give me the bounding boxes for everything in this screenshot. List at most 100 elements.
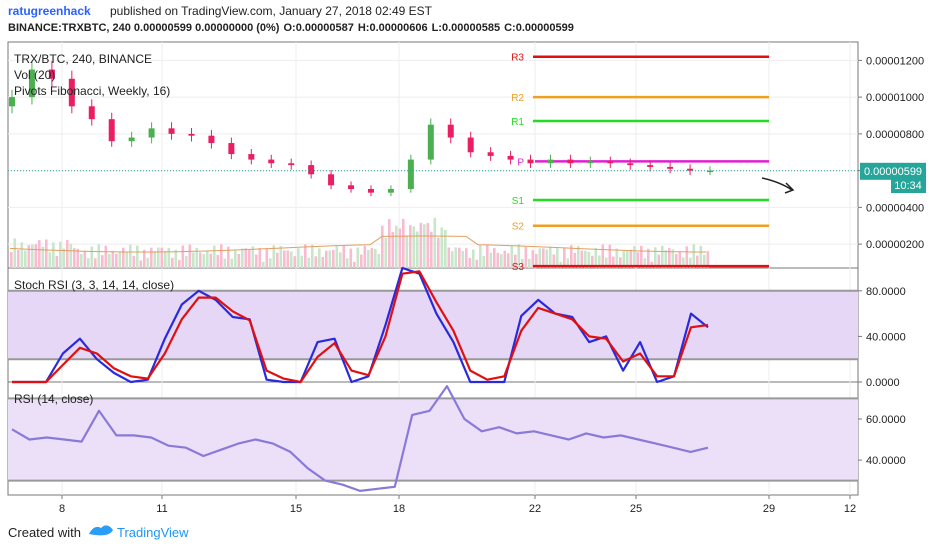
volume-bar: [59, 241, 62, 268]
volume-bar: [83, 250, 87, 268]
volume-bar: [601, 244, 605, 268]
volume-bar: [153, 251, 157, 268]
main-pane-arrow-annotation: [761, 177, 795, 194]
volume-bar: [20, 242, 24, 268]
volume-bar: [545, 249, 549, 268]
candle-body: [447, 124, 454, 138]
candle-body: [527, 159, 534, 164]
volume-bar: [335, 246, 339, 268]
tradingview-logo-icon[interactable]: [89, 525, 113, 536]
y-tick-label: 0.00000800: [866, 129, 924, 141]
volume-bar: [426, 223, 430, 268]
author-name[interactable]: ratugreenhack: [8, 4, 91, 18]
volume-bar: [360, 254, 363, 268]
ohlc-low-key: L:: [432, 22, 442, 34]
volume-bar: [682, 257, 685, 268]
volume-bar: [339, 252, 342, 268]
x-tick-label: 29: [763, 503, 775, 515]
volume-bar: [692, 244, 696, 268]
volume-bar: [440, 227, 444, 268]
volume-bar: [671, 249, 675, 268]
published-text: published on TradingView.com, January 27…: [110, 4, 433, 18]
volume-bar: [563, 247, 566, 268]
volume-bar: [647, 248, 650, 268]
volume-bar: [622, 250, 626, 268]
candle-body: [587, 161, 594, 164]
y-tick-label: 40.0000: [866, 331, 906, 343]
volume-bar: [570, 245, 573, 268]
volume-bar: [678, 251, 682, 268]
volume-bar: [640, 245, 643, 268]
x-tick-label: 25: [630, 503, 642, 515]
volume-bar: [178, 260, 181, 268]
volume-bar: [94, 258, 97, 268]
volume-bar: [549, 246, 552, 268]
time-axis: 8 11 15 18 22 25 29 12: [59, 495, 856, 515]
candle-body: [687, 168, 694, 171]
volume-bar: [52, 242, 55, 268]
volume-bar: [76, 248, 80, 268]
volume-bar: [388, 219, 391, 268]
volume-bar: [66, 240, 69, 268]
symbol-info: BINANCE:TRXBTC, 240 0.00000599 0.0000000…: [8, 22, 280, 34]
volume-bar: [349, 248, 353, 268]
volume-bar: [402, 218, 405, 268]
volume-bar: [391, 231, 395, 268]
volume-bar: [237, 253, 241, 268]
volume-bar: [507, 253, 510, 268]
x-tick-label: 22: [529, 503, 541, 515]
candle-body: [308, 165, 315, 175]
legend-pivots: Pivots Fibonacci, Weekly, 16): [14, 84, 170, 98]
volume-bar: [514, 254, 517, 268]
footer-created-with: Created with: [8, 525, 81, 540]
volume-bar: [479, 245, 482, 268]
ohlc-open-key: O:: [283, 22, 295, 34]
footer-brand[interactable]: TradingView: [117, 525, 189, 540]
volume-bar: [577, 245, 580, 268]
candle-body: [487, 152, 494, 156]
volume-bar: [314, 256, 318, 268]
volume-bar: [696, 255, 699, 268]
volume-bar: [412, 226, 416, 268]
volume-bar: [703, 254, 706, 268]
volume-bar: [405, 235, 409, 268]
volume-bar: [517, 244, 521, 268]
volume-bar: [213, 245, 216, 268]
volume-bar: [612, 256, 615, 268]
volume-bar: [472, 249, 475, 268]
ohlc-close: 0.00000599: [516, 22, 574, 34]
volume-bar: [356, 247, 360, 268]
volume-bar: [181, 245, 185, 268]
volume-bar: [489, 252, 493, 268]
y-tick-label: 0.0000: [866, 377, 900, 389]
candle-body: [208, 135, 215, 144]
candle-body: [507, 155, 514, 160]
y-tick-label: 0.00000400: [866, 202, 924, 214]
volume-bar: [503, 250, 507, 268]
volume-bar: [496, 252, 500, 268]
series-line-0: [11, 385, 709, 492]
volume-bar: [24, 250, 27, 268]
volume-bar: [661, 245, 664, 268]
legend-symbol: TRX/BTC, 240, BINANCE: [14, 52, 152, 66]
volume-bar: [293, 256, 297, 268]
volume-bar: [157, 247, 160, 268]
y-tick-label: 0.00001200: [866, 55, 924, 67]
volume-bar: [521, 258, 524, 268]
ohlc-high: 0.00000606: [369, 22, 427, 34]
volume-bar: [605, 257, 608, 268]
volume-bar: [608, 244, 612, 268]
volume-bar: [510, 245, 514, 268]
volume-bar: [241, 248, 244, 268]
pivot-label-s1: S1: [512, 196, 525, 207]
volume-bar: [55, 255, 59, 268]
volume-bar: [13, 238, 17, 268]
bar-timer-label: 10:34: [894, 180, 922, 192]
volume-bar: [17, 249, 20, 268]
volume-bar: [188, 244, 192, 268]
rsi-series: [11, 385, 709, 492]
volume-bar: [685, 246, 689, 268]
volume-bar: [458, 247, 461, 268]
volume-bar: [69, 243, 73, 268]
